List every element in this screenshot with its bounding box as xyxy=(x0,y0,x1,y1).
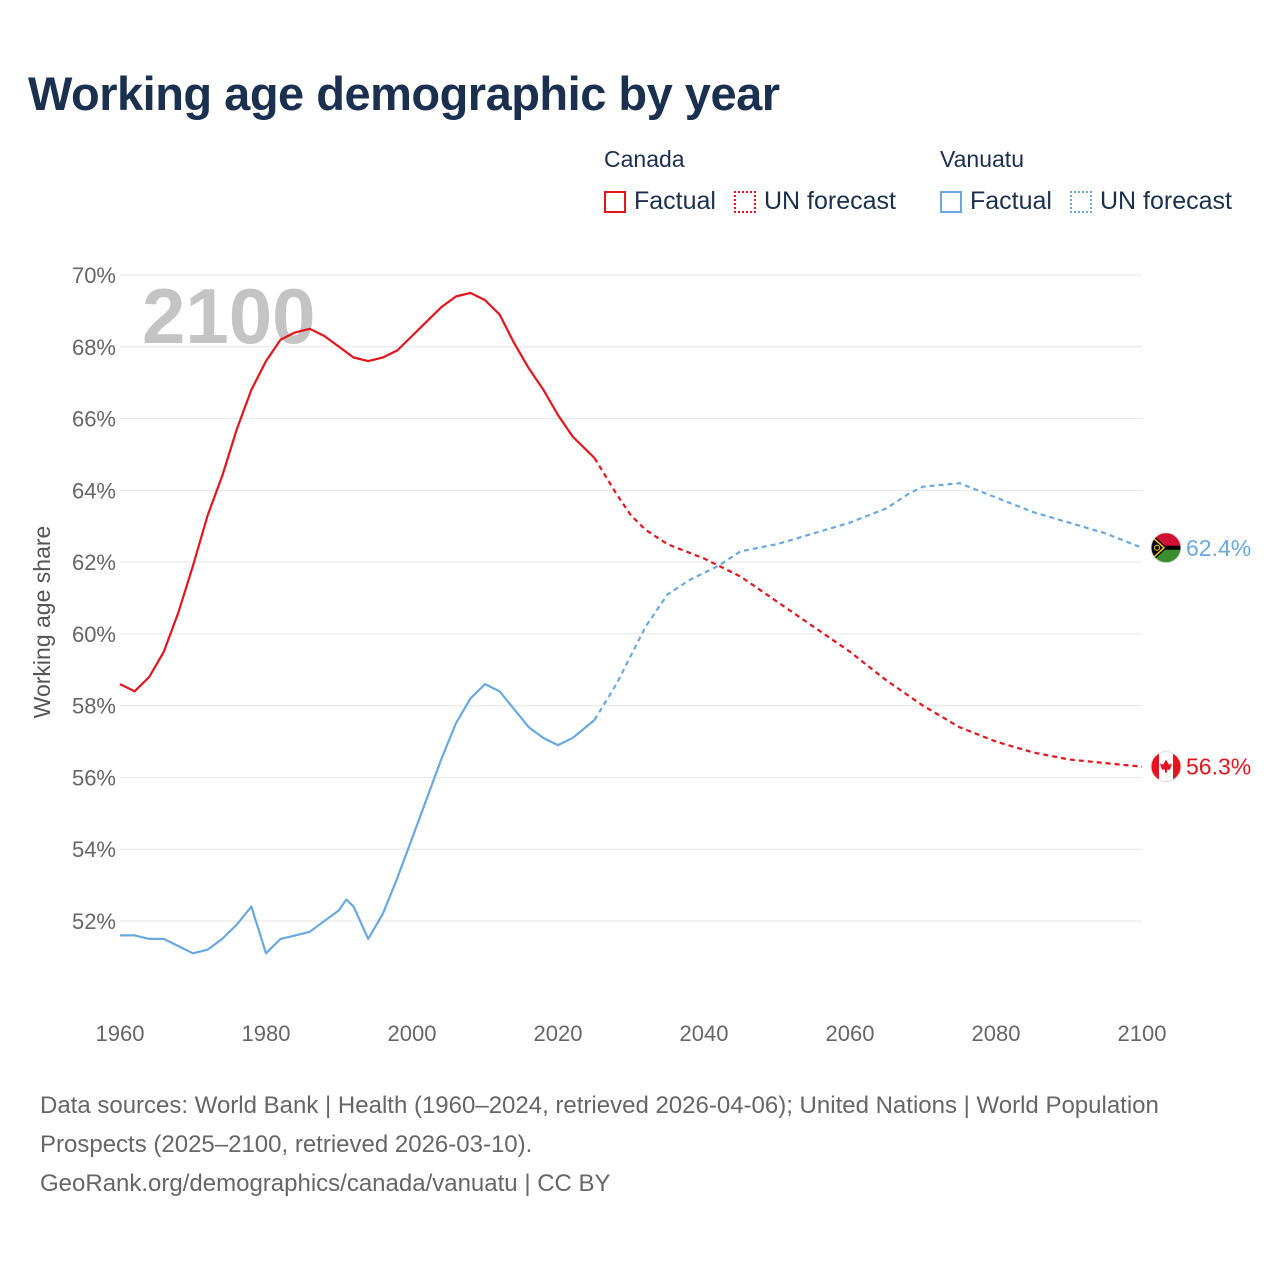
legend-solid-swatch-icon xyxy=(940,190,962,213)
legend-vanuatu: Vanuatu Factual UN forecast xyxy=(940,146,1250,216)
legend-canada: Canada Factual UN forecast xyxy=(604,146,914,216)
legend-canada-title: Canada xyxy=(604,146,685,172)
data-sources: Data sources: World Bank | Health (1960–… xyxy=(40,1092,1159,1158)
vanuatu-end-value-label: 62.4% xyxy=(1186,535,1251,561)
x-tick-label: 2040 xyxy=(680,1021,729,1046)
y-axis-ticks: 52% 54% 56% 58% 60% 62% 64% 66% 68% 70% xyxy=(72,263,116,934)
y-tick-label: 58% xyxy=(72,694,116,719)
canada-forecast-line xyxy=(593,457,1143,768)
legend-canada-factual[interactable]: Factual xyxy=(604,187,716,216)
y-tick-label: 60% xyxy=(72,622,116,647)
legend-vanuatu-factual[interactable]: Factual xyxy=(940,187,1052,216)
x-axis-ticks: 1960 1980 2000 2020 2040 2060 2080 2100 xyxy=(96,1021,1167,1046)
y-tick-label: 70% xyxy=(72,263,116,288)
y-tick-label: 54% xyxy=(72,837,116,862)
legend-vanuatu-forecast[interactable]: UN forecast xyxy=(1069,187,1232,216)
y-tick-label: 68% xyxy=(72,335,116,360)
legend-label: UN forecast xyxy=(763,187,896,215)
vanuatu-forecast-line xyxy=(593,482,1143,721)
series-lines xyxy=(119,291,1143,955)
y-tick-label: 52% xyxy=(72,909,116,934)
credit-link[interactable]: GeoRank.org/demographics/canada/vanuatu … xyxy=(40,1170,611,1197)
y-tick-label: 66% xyxy=(72,407,116,432)
legend-solid-swatch-icon xyxy=(604,190,626,213)
x-tick-label: 1960 xyxy=(96,1021,145,1046)
legend-canada-forecast[interactable]: UN forecast xyxy=(733,187,896,216)
x-tick-label: 2020 xyxy=(534,1021,583,1046)
year-watermark: 2100 xyxy=(142,272,316,360)
canada-flag-icon xyxy=(1151,751,1181,782)
y-tick-label: 64% xyxy=(72,478,116,503)
footer: Data sources: World Bank | Health (1960–… xyxy=(40,1086,1220,1203)
legend-vanuatu-title: Vanuatu xyxy=(940,146,1024,172)
legend-label: UN forecast xyxy=(1099,187,1232,215)
chart-title: Working age demographic by year xyxy=(28,67,780,120)
canada-end-value-label: 56.3% xyxy=(1186,754,1251,780)
legend-dotted-swatch-icon xyxy=(733,190,756,213)
x-tick-label: 1980 xyxy=(242,1021,291,1046)
legend-label: Factual xyxy=(634,187,716,215)
x-tick-label: 2000 xyxy=(388,1021,437,1046)
canada-factual-line xyxy=(119,291,596,693)
legend-dotted-swatch-icon xyxy=(1069,190,1092,213)
y-axis-label: Working age share xyxy=(29,526,55,719)
vanuatu-factual-line xyxy=(120,683,596,955)
y-tick-label: 62% xyxy=(72,550,116,575)
x-tick-label: 2080 xyxy=(972,1021,1021,1046)
gridlines xyxy=(120,274,1142,922)
vanuatu-flag-icon xyxy=(1151,532,1181,563)
y-tick-label: 56% xyxy=(72,765,116,790)
legend-label: Factual xyxy=(970,187,1052,215)
x-tick-label: 2060 xyxy=(826,1021,875,1046)
x-tick-label: 2100 xyxy=(1118,1021,1167,1046)
end-markers: 56.3% 62.4% xyxy=(1150,532,1251,783)
line-chart: 52% 54% 56% 58% 60% 62% 64% 66% 68% 70% 1960 1980 2… xyxy=(29,263,1251,1046)
